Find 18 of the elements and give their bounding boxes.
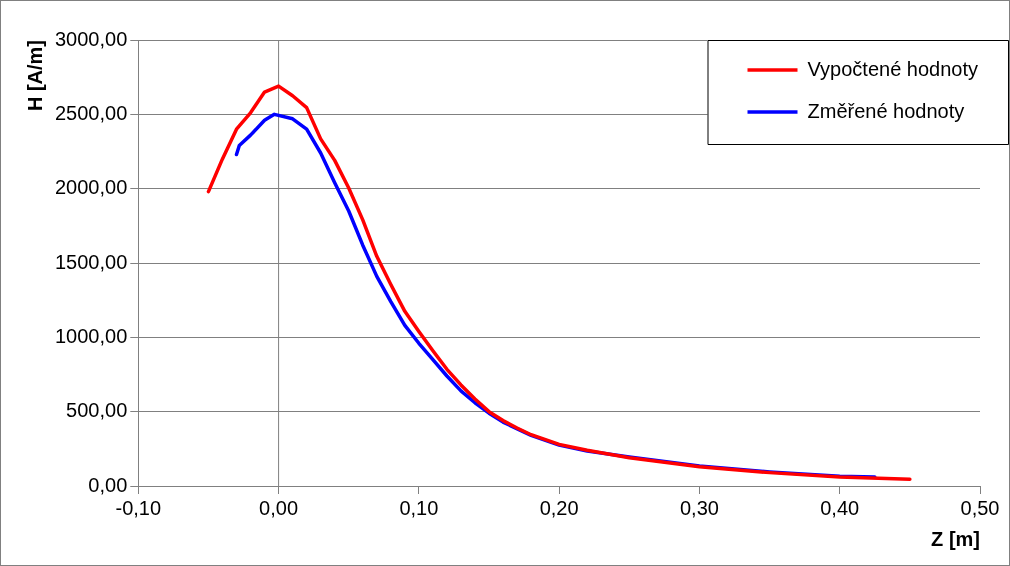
x-tick-label: -0,10 bbox=[115, 496, 162, 519]
x-tick-label: 0,10 bbox=[399, 496, 439, 519]
y-tick-label: 500,00 bbox=[66, 399, 128, 422]
x-tick-label: 0,20 bbox=[539, 496, 579, 519]
y-tick-label: 0,00 bbox=[88, 473, 128, 496]
y-tick-label: 2500,00 bbox=[55, 101, 128, 124]
x-tick-label: 0,50 bbox=[960, 496, 1000, 519]
legend-label: Změřené hodnoty bbox=[807, 99, 965, 122]
y-tick-label: 1000,00 bbox=[55, 324, 128, 347]
legend-label: Vypočtené hodnoty bbox=[807, 57, 978, 80]
y-axis-title: H [A/m] bbox=[23, 40, 46, 112]
y-tick-label: 2000,00 bbox=[55, 176, 128, 199]
x-axis-title: Z [m] bbox=[931, 527, 980, 550]
x-tick-label: 0,00 bbox=[259, 496, 299, 519]
y-tick-label: 1500,00 bbox=[55, 250, 128, 273]
x-tick-label: 0,40 bbox=[820, 496, 860, 519]
y-tick-label: 3000,00 bbox=[55, 27, 128, 50]
x-tick-label: 0,30 bbox=[679, 496, 719, 519]
